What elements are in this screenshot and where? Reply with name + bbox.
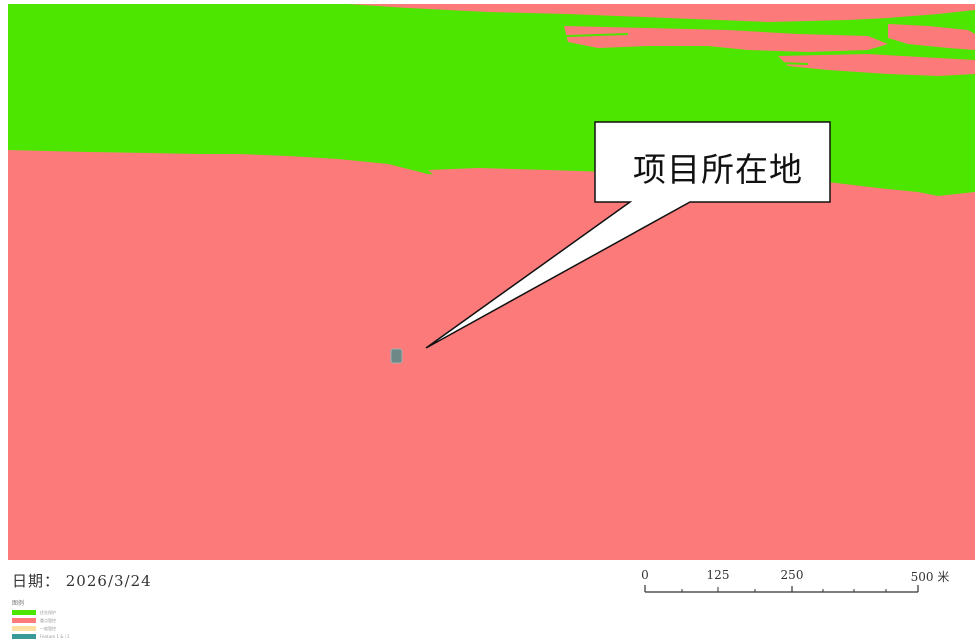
legend-label: 重点管控 xyxy=(40,617,56,623)
legend-label: Feature 1 & i 1 xyxy=(40,633,70,639)
legend-item: Feature 1 & i 1 xyxy=(12,632,132,640)
map-legend: 图例 优先保护 重点管控 一般管控 Feature 1 & i 1 xyxy=(12,600,132,640)
red-zone-patch xyxy=(778,54,975,76)
legend-swatch xyxy=(12,609,36,615)
red-zone-patch xyxy=(564,26,888,52)
map-canvas[interactable] xyxy=(8,4,975,560)
callout-label: 项目所在地 xyxy=(633,150,803,189)
scale-tick-label: 250 xyxy=(780,568,804,582)
legend-swatch xyxy=(12,617,36,623)
scale-tick-label: 125 xyxy=(706,568,730,582)
red-zone-patch xyxy=(888,24,975,50)
legend-item: 重点管控 xyxy=(12,616,132,624)
scale-ruler xyxy=(644,585,919,593)
legend-title: 图例 xyxy=(12,600,25,607)
scale-tick-label: 0 xyxy=(641,568,649,582)
project-location-marker[interactable] xyxy=(390,348,403,364)
legend-item: 优先保护 xyxy=(12,608,132,616)
map-view[interactable]: 项目所在地 xyxy=(8,4,975,560)
callout-balloon xyxy=(425,121,831,349)
green-zone-streak xyxy=(587,57,809,65)
red-zone-patch xyxy=(348,4,975,22)
legend-item: 一般管控 xyxy=(12,624,132,632)
legend-label: 优先保护 xyxy=(40,609,56,615)
map-date: 日期： 2026/3/24 xyxy=(12,572,152,590)
legend-swatch xyxy=(12,625,36,631)
red-zone-patch xyxy=(428,168,608,180)
green-zone-streak xyxy=(407,33,629,41)
scale-bar: 0 125 250 500 米 xyxy=(630,568,960,598)
legend-label: 一般管控 xyxy=(40,625,56,631)
scale-tick-label: 500 米 xyxy=(910,570,950,584)
legend-swatch xyxy=(12,633,36,639)
